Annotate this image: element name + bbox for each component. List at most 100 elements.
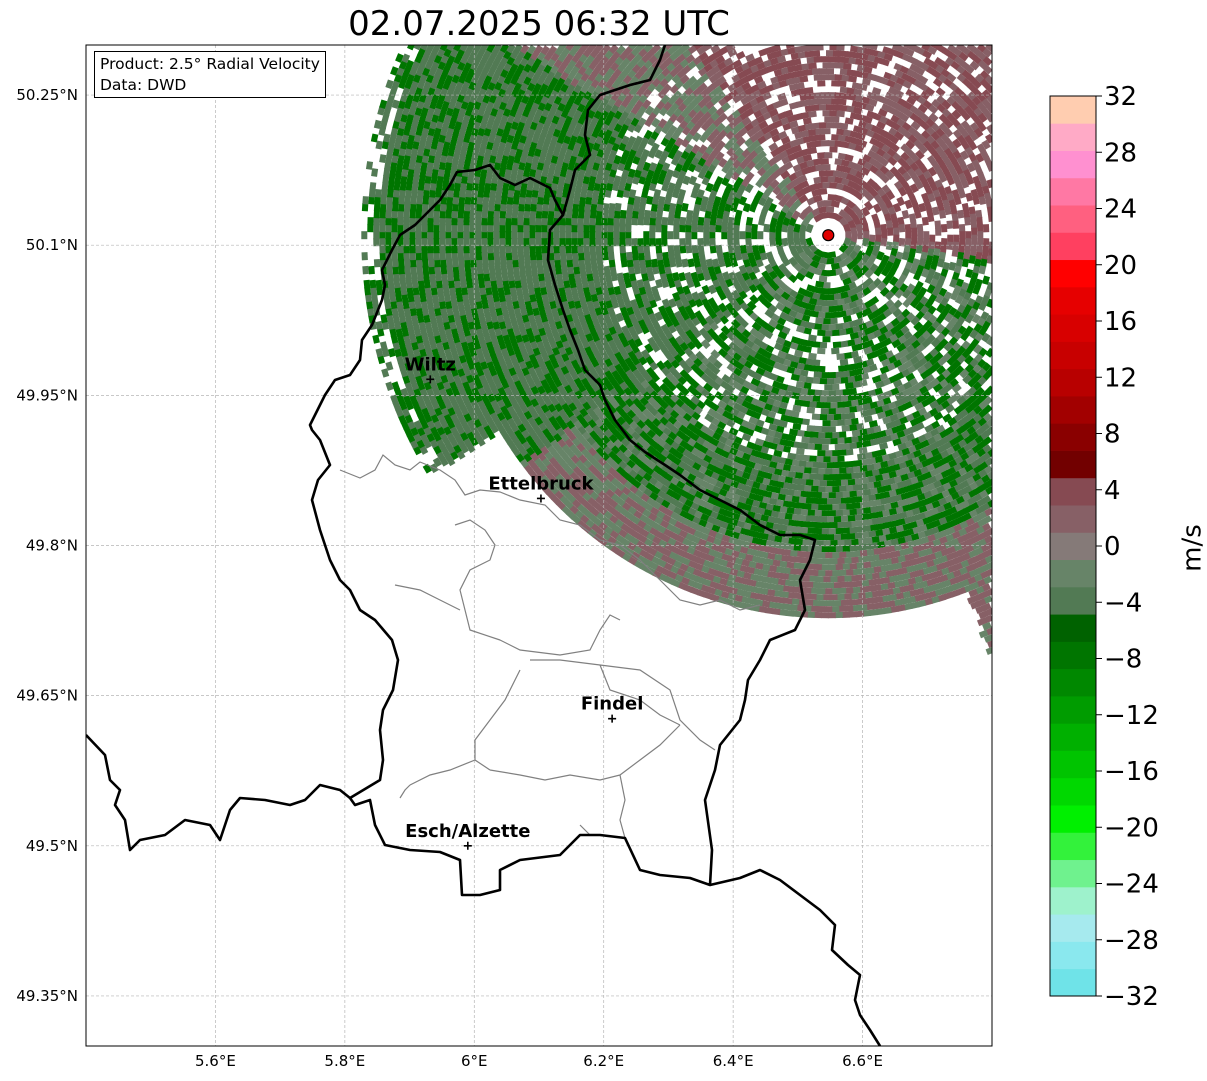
- radar-pixel: [880, 58, 890, 67]
- radar-pixel: [764, 263, 774, 274]
- radar-pixel: [631, 244, 639, 254]
- radar-pixel: [780, 48, 790, 57]
- radar-pixel: [772, 81, 782, 90]
- radar-pixel: [874, 227, 882, 236]
- radar-pixel: [961, 202, 970, 212]
- radar-pixel: [861, 366, 871, 374]
- radar-pixel: [671, 189, 680, 199]
- radar-pixel: [693, 202, 701, 212]
- radar-pixel: [632, 285, 640, 295]
- radar-pixel: [766, 51, 777, 61]
- radar-pixel: [809, 310, 819, 318]
- radar-pixel: [829, 558, 838, 565]
- radar-pixel: [820, 390, 829, 397]
- radar-pixel: [985, 347, 992, 358]
- radar-pixel: [974, 278, 983, 289]
- radar-pixel: [721, 374, 732, 384]
- radar-pixel: [787, 114, 797, 123]
- radar-pixel: [839, 50, 849, 58]
- radar-pixel: [799, 231, 806, 240]
- radar-pixel: [848, 369, 858, 377]
- radar-pixel: [619, 251, 627, 261]
- radar-pixel: [813, 389, 822, 397]
- radar-pixel: [794, 45, 804, 54]
- radar-pixel: [661, 224, 668, 233]
- radar-pixel: [822, 474, 831, 481]
- radar-pixel: [951, 383, 962, 394]
- radar-pixel: [697, 290, 707, 301]
- radar-pixel: [630, 278, 639, 289]
- radar-pixel: [914, 179, 924, 190]
- radar-pixel: [808, 334, 817, 342]
- radar-pixel: [799, 223, 808, 233]
- radar-pixel: [668, 298, 677, 308]
- radar-pixel: [709, 224, 716, 233]
- radar-pixel: [944, 185, 953, 196]
- radar-pixel: [985, 199, 992, 209]
- radar-pixel: [625, 231, 632, 240]
- radar-pixel: [643, 238, 650, 247]
- radar-pixel: [559, 224, 566, 233]
- radar-pixel: [970, 272, 979, 282]
- radar-pixel: [783, 408, 793, 417]
- radar-pixel: [627, 265, 635, 275]
- radar-pixel: [771, 209, 781, 220]
- radar-pixel: [647, 272, 655, 282]
- radar-pixel: [853, 88, 863, 96]
- radar-pixel: [982, 275, 990, 285]
- radar-pixel: [790, 354, 801, 363]
- radar-pixel: [801, 63, 811, 71]
- radar-pixel: [724, 258, 732, 268]
- radar-pixel: [517, 231, 524, 240]
- radar-pixel: [643, 129, 653, 140]
- radar-pixel: [682, 175, 691, 186]
- radar-pixel: [928, 241, 936, 250]
- radar-pixel: [902, 80, 913, 90]
- radar-pixel: [820, 444, 829, 451]
- radar-pixel: [829, 419, 838, 427]
- radar-pixel: [789, 428, 798, 436]
- radar-pixel: [843, 62, 852, 70]
- radar-pixel: [794, 131, 804, 140]
- radar-pixel: [936, 365, 947, 376]
- radar-pixel: [481, 224, 488, 233]
- radar-pixel: [851, 82, 861, 90]
- radar-pixel: [632, 305, 641, 316]
- radar-pixel: [838, 80, 847, 88]
- radar-pixel: [851, 362, 861, 371]
- radar-pixel: [937, 185, 947, 196]
- radar-pixel: [761, 270, 771, 281]
- radar-pixel: [834, 56, 843, 63]
- radar-pixel: [831, 467, 840, 475]
- radar-pixel: [637, 209, 645, 219]
- radar-pixel: [643, 244, 651, 254]
- radar-pixel: [890, 425, 900, 435]
- radar-pixel: [583, 224, 590, 233]
- radar-pixel: [644, 175, 653, 185]
- radar-pixel: [825, 170, 835, 177]
- radar-pixel: [822, 182, 831, 189]
- radar-pixel: [802, 363, 812, 372]
- radar-pixel: [673, 310, 684, 321]
- radar-pixel: [883, 409, 894, 418]
- radar-pixel: [679, 369, 690, 380]
- radar-pixel: [969, 329, 979, 340]
- radar-pixel: [739, 244, 748, 254]
- radar-pixel: [553, 231, 560, 240]
- radar-pixel: [640, 168, 649, 178]
- radar-pixel: [834, 140, 844, 148]
- radar-pixel: [644, 285, 653, 296]
- radar-pixel: [768, 318, 779, 329]
- radar-pixel: [665, 168, 675, 179]
- radar-pixel: [884, 170, 895, 180]
- radar-pixel: [804, 394, 814, 402]
- radar-pixel: [836, 298, 845, 306]
- radar-pixel: [776, 244, 785, 254]
- radar-pixel: [886, 227, 894, 236]
- radar-pixel: [961, 258, 970, 268]
- radar-pixel: [620, 258, 628, 268]
- radar-pixel: [794, 398, 804, 407]
- radar-pixel: [523, 231, 530, 240]
- radar-pixel: [951, 213, 959, 223]
